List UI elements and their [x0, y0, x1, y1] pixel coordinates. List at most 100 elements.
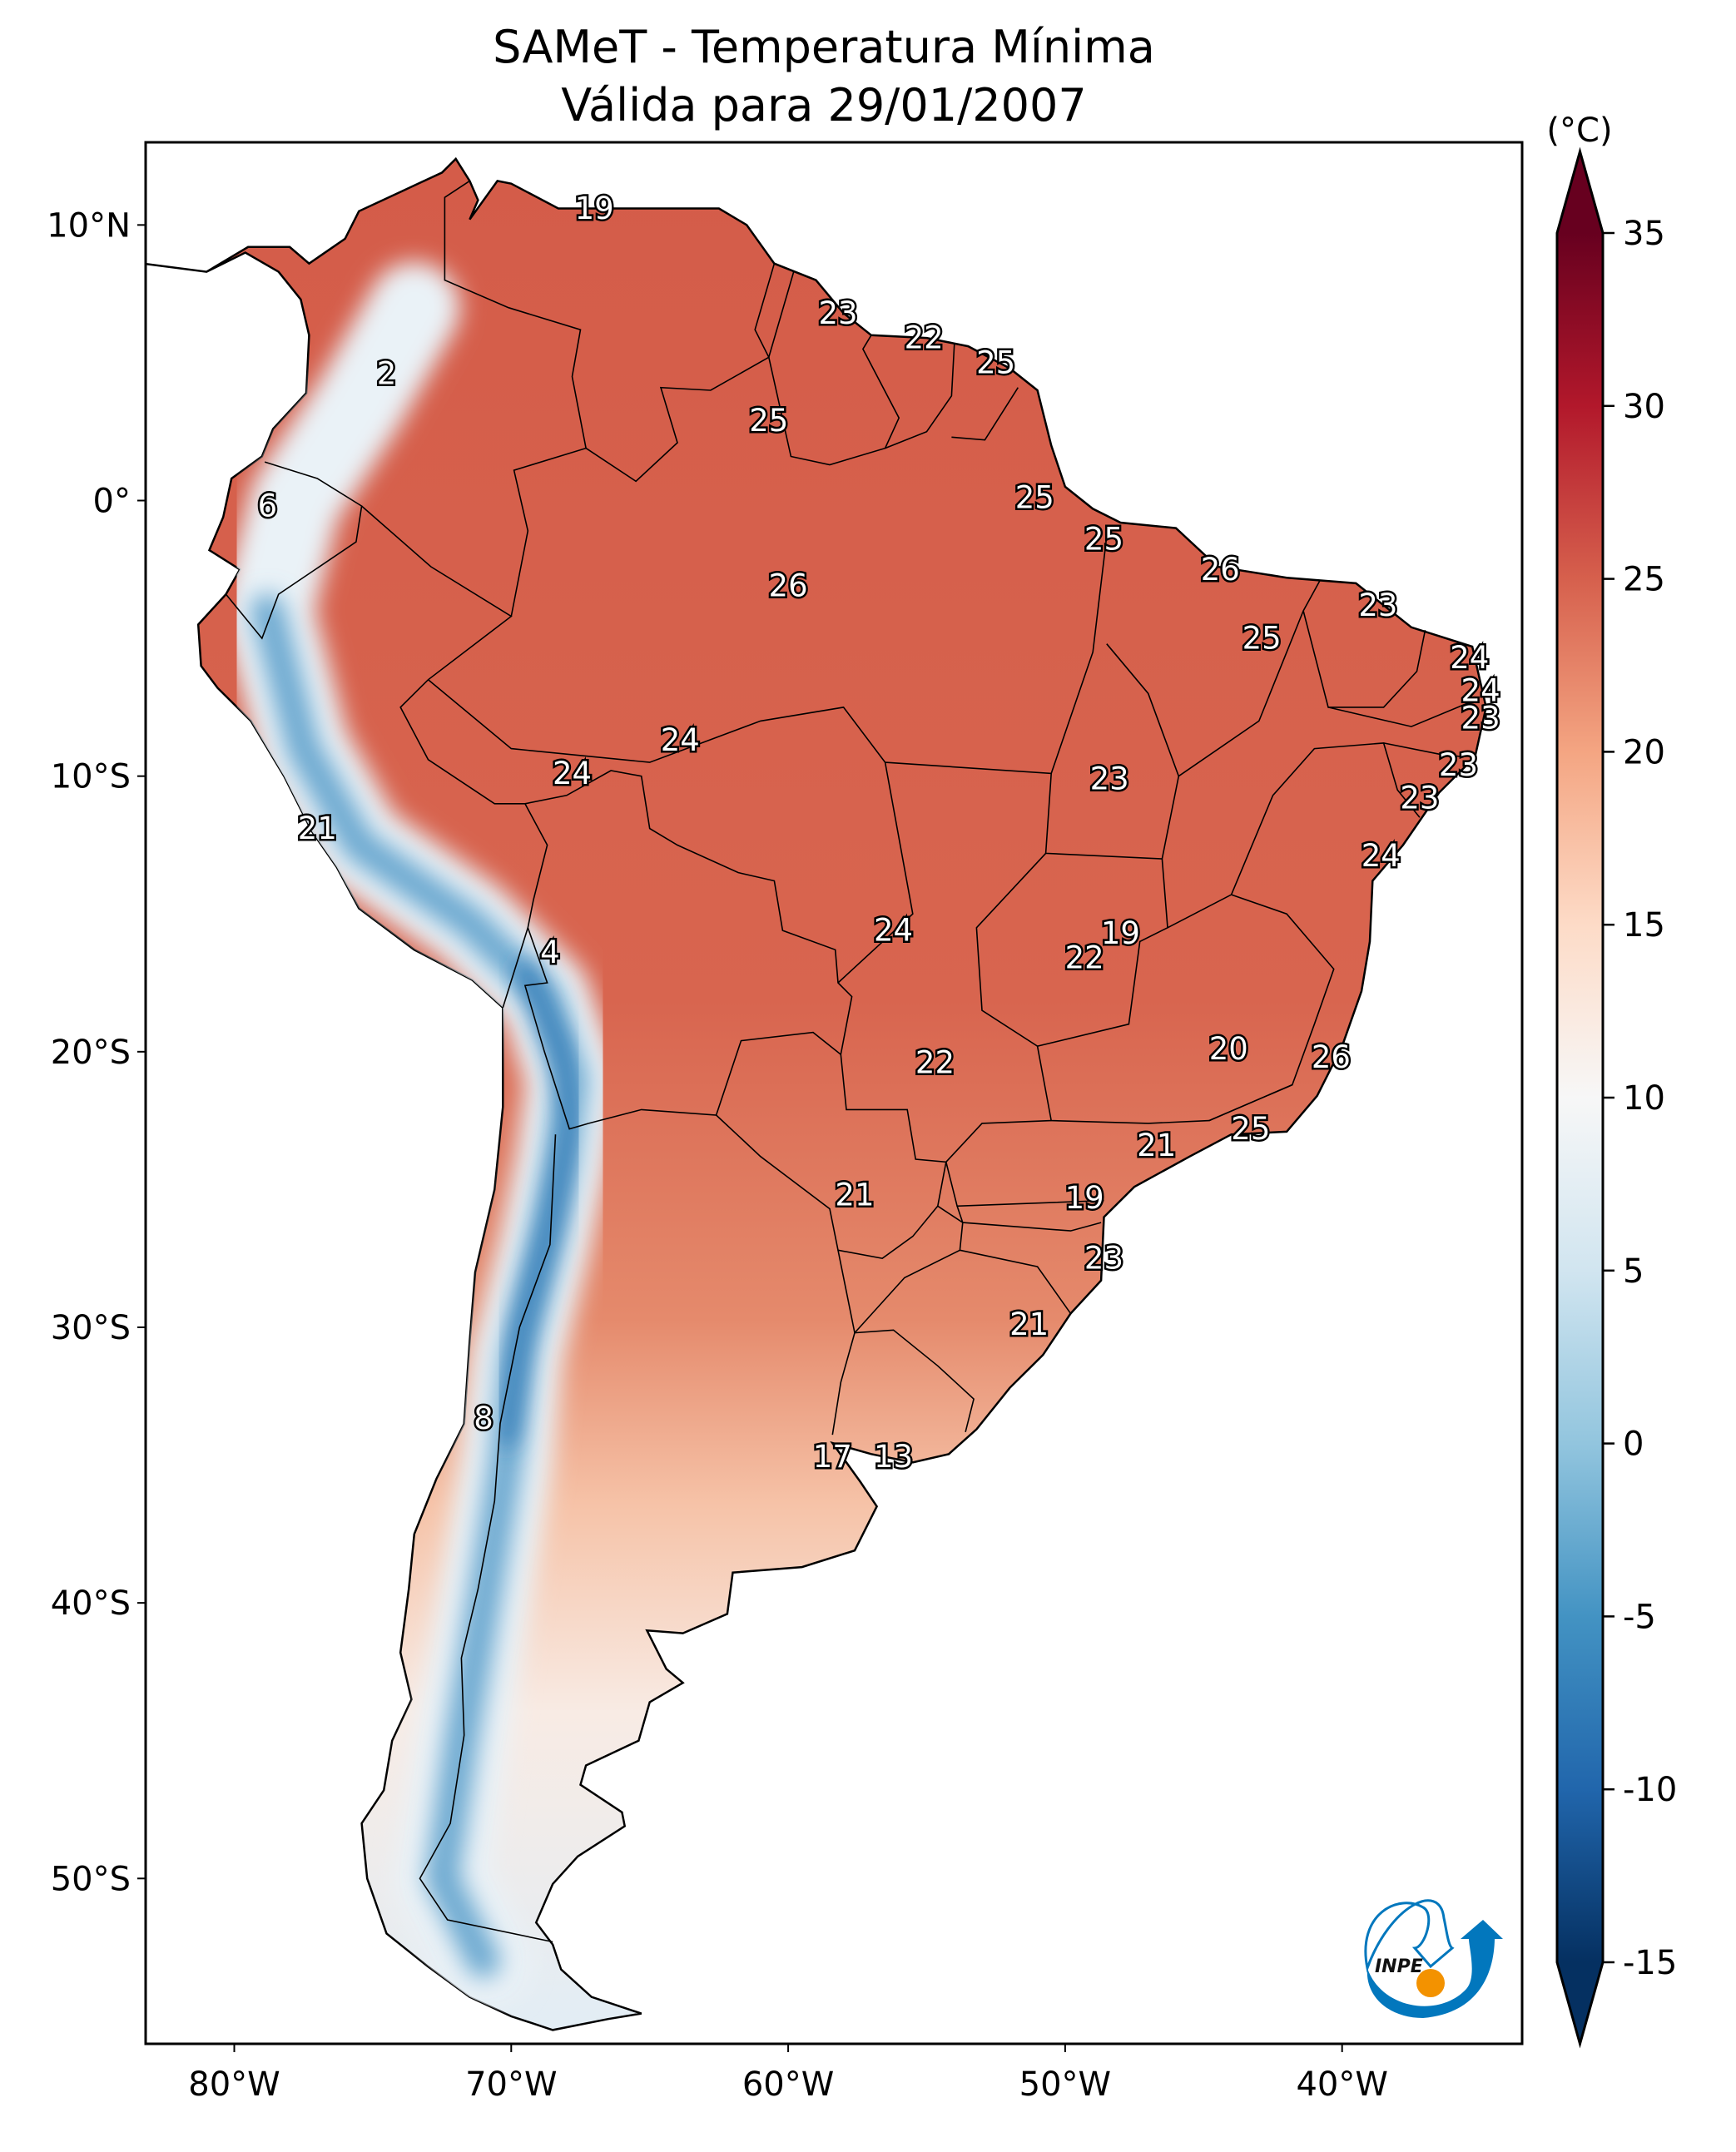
y-tick-label: 30°S — [51, 1309, 131, 1347]
station-value-label: 23 — [1439, 747, 1478, 783]
border-line — [837, 1250, 856, 1333]
station-value-label: 24 — [1461, 673, 1500, 709]
colorbar-body — [1555, 146, 1605, 2049]
y-tick-label: 10°S — [51, 758, 131, 796]
station-value-label: 25 — [1015, 480, 1054, 516]
station-value-label: 22 — [905, 320, 944, 356]
station-value-label: 21 — [1009, 1307, 1049, 1342]
station-value-label: 6 — [258, 488, 278, 524]
y-tick-label: 0° — [93, 483, 131, 521]
border-line — [945, 1119, 1104, 1207]
station-value-label: 24 — [553, 756, 592, 791]
colorbar-tick-label: 30 — [1623, 388, 1665, 426]
border-line — [1044, 643, 1180, 860]
border-line — [767, 271, 900, 466]
station-value-label: 8 — [474, 1401, 494, 1436]
border-line — [960, 1249, 1072, 1314]
border-line — [1036, 894, 1335, 1124]
station-value-label: 24 — [874, 913, 913, 949]
station-value-label: 4 — [540, 935, 560, 970]
border-line — [444, 180, 588, 617]
colorbar-tick-label: 15 — [1623, 906, 1665, 945]
colorbar-tick-label: 35 — [1623, 215, 1665, 253]
border-line — [419, 1134, 557, 1943]
border-line — [837, 761, 914, 984]
station-value-label: 24 — [661, 722, 700, 758]
colorbar-tick-label: 5 — [1623, 1252, 1644, 1291]
border-line — [1327, 698, 1479, 727]
station-value-label: 21 — [835, 1178, 874, 1213]
colorbar: 35 30 25 20 15 10 5 0 -5 -10 -15 (°C) — [1546, 112, 1677, 2049]
station-value-label: 23 — [1400, 781, 1439, 816]
x-tick-label: 40°W — [1296, 2065, 1387, 2104]
station-value-label: 20 — [1209, 1031, 1248, 1067]
x-tick-label: 60°W — [742, 2065, 834, 2104]
title-line-1: SAMeT - Temperatura Mínima — [493, 21, 1155, 73]
station-value-label: 23 — [1461, 701, 1500, 736]
colorbar-ticks: 35 30 25 20 15 10 5 0 -5 -10 -15 — [1603, 215, 1677, 1982]
colorbar-tick-label: -10 — [1623, 1771, 1677, 1809]
y-tick-label: 20°S — [51, 1034, 131, 1072]
station-value-label: 17 — [813, 1439, 852, 1475]
station-value-label: 25 — [1231, 1111, 1270, 1147]
y-tick-label: 40°S — [51, 1584, 131, 1623]
border-line — [523, 927, 589, 1130]
station-value-label: 13 — [874, 1439, 913, 1475]
colorbar-tick-label: 0 — [1623, 1426, 1644, 1464]
border-line — [951, 387, 1019, 441]
border-line — [956, 1206, 1102, 1232]
colorbar-tick-label: -5 — [1623, 1598, 1656, 1636]
x-tick-label: 70°W — [465, 2065, 557, 2104]
station-value-label: 26 — [1312, 1039, 1351, 1075]
colorbar-tick-label: 25 — [1623, 561, 1665, 599]
colorbar-tick-label: -15 — [1623, 1944, 1677, 1982]
x-axis-ticks: 80°W 70°W 60°W 50°W 40°W — [188, 2044, 1388, 2104]
station-value-label: 21 — [1137, 1128, 1176, 1163]
map-frame — [144, 141, 1524, 2045]
border-line — [1208, 1083, 1293, 1122]
country-borders — [225, 180, 1479, 1943]
station-value-label: 21 — [298, 811, 337, 846]
station-value-label: 19 — [1065, 1180, 1104, 1216]
border-line — [831, 1329, 975, 1435]
station-value-label: 23 — [818, 295, 857, 331]
border-line — [1178, 580, 1321, 777]
x-tick-label: 50°W — [1019, 2065, 1111, 2104]
station-value-label: 22 — [1065, 940, 1104, 976]
station-value-label: 26 — [1201, 552, 1240, 588]
station-value-label: 23 — [1358, 588, 1397, 623]
station-value-label: 25 — [1242, 621, 1282, 657]
station-value-label: 25 — [976, 345, 1015, 380]
colorbar-unit-label: (°C) — [1546, 112, 1612, 150]
border-line — [361, 505, 548, 1009]
y-axis-ticks: 10°N 0° 10°S 20°S 30°S 40°S 50°S — [47, 206, 146, 1898]
y-tick-label: 10°N — [47, 206, 131, 245]
station-value-label: 23 — [1090, 761, 1129, 796]
border-line — [1302, 610, 1426, 708]
title-line-2: Válida para 29/01/2007 — [561, 79, 1086, 131]
colorbar-tick-label: 20 — [1623, 733, 1665, 771]
station-value-label: 22 — [915, 1045, 955, 1081]
border-line — [885, 343, 955, 449]
station-value-label: 26 — [769, 568, 808, 604]
station-value-label: 19 — [575, 191, 614, 226]
station-value-label: 2 — [377, 356, 397, 392]
x-tick-label: 80°W — [188, 2065, 280, 2104]
station-value-label: 19 — [1101, 915, 1140, 951]
y-tick-label: 50°S — [51, 1860, 131, 1898]
border-line — [1230, 742, 1421, 895]
inpe-logo: INPE — [1364, 1899, 1503, 2018]
inpe-logo-text: INPE — [1375, 1956, 1423, 1977]
station-value-label: 25 — [749, 403, 788, 439]
station-value-label: 23 — [1084, 1241, 1123, 1277]
andes-cold-band — [221, 261, 618, 2007]
border-line — [585, 263, 776, 483]
colorbar-tick-label: 10 — [1623, 1079, 1665, 1118]
station-value-label: 24 — [1450, 640, 1489, 676]
border-line — [588, 1031, 841, 1124]
station-value-label: 24 — [1362, 838, 1401, 874]
border-line — [225, 461, 363, 640]
